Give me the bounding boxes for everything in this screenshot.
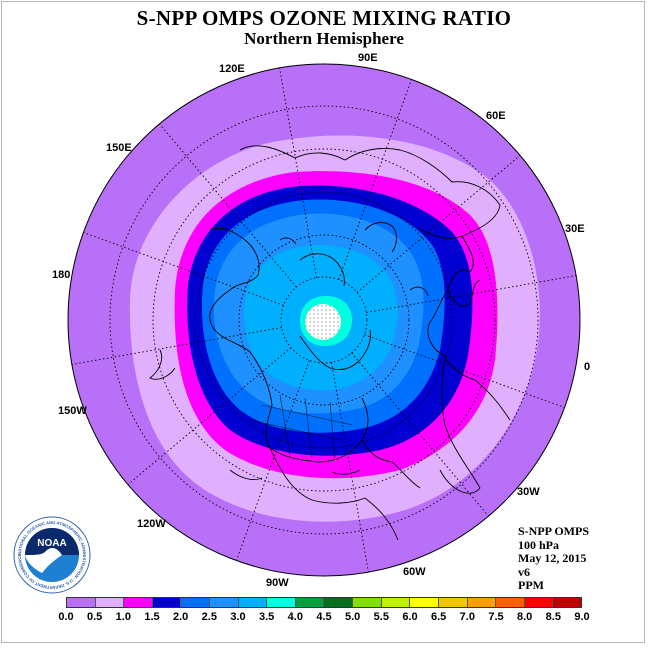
meridian-line [159, 123, 297, 288]
lon-30e: 30E [565, 223, 585, 235]
colorbar [66, 597, 582, 608]
info-pressure: 100 hPa [518, 537, 560, 552]
colorbar-swatch [267, 598, 296, 607]
colorbar-swatch [524, 598, 554, 607]
colorbar-swatch [67, 598, 96, 607]
info-date: May 12, 2015 [518, 551, 587, 565]
colorbar-tick-label: 3.5 [259, 611, 275, 623]
lon-90e: 90E [358, 52, 378, 64]
colorbar-swatch [295, 598, 325, 607]
meridian-line [351, 352, 489, 517]
info-version: v6 [518, 564, 530, 579]
colorbar-swatch [410, 598, 439, 607]
noaa-logo-icon: NOAA NATIONAL OCEANIC AND ATMOSPHERIC AD… [13, 516, 91, 594]
colorbar-swatch [181, 598, 211, 607]
map-title: S-NPP OMPS OZONE MIXING RATIO [136, 6, 512, 30]
meridian-line [279, 67, 317, 278]
colorbar-tick-label: 4.5 [316, 611, 332, 623]
colorbar-tick-label: 2.5 [201, 611, 217, 623]
meridian-line [366, 275, 577, 313]
meridian-line [71, 327, 282, 365]
lon-60e: 60E [486, 110, 506, 122]
colorbar-tick-label: 1.5 [144, 611, 160, 623]
colorbar-tick-label: 6.0 [402, 611, 418, 623]
colorbar-labels: 0.0 0.5 1.0 1.5 2.0 2.5 3.0 3.5 4.0 4.5 5.0 5.5 6.0 6… [58, 611, 589, 625]
lon-120e: 120E [219, 63, 245, 75]
colorbar-swatch [152, 598, 182, 607]
colorbar-tick-label: 1.0 [115, 611, 131, 623]
logo-text: NOAA [37, 538, 66, 549]
colorbar-swatch [124, 598, 153, 607]
colorbar-tick-label: 6.5 [431, 611, 447, 623]
colorbar-swatch [210, 598, 239, 607]
colorbar-tick-label: 2.0 [173, 611, 189, 623]
polar-no-data [305, 304, 341, 340]
country-borders [249, 394, 353, 461]
lon-60w: 60W [403, 566, 426, 578]
colorbar-tick-label: 0.0 [58, 611, 74, 623]
colorbar-tick-label: 4.0 [287, 611, 303, 623]
info-unit: PPM [518, 578, 544, 592]
colorbar-swatch [353, 598, 382, 607]
graticule [109, 105, 539, 535]
lon-90w: 90W [266, 577, 289, 589]
colorbar-tick-label: 3.0 [230, 611, 246, 623]
colorbar-tick-label: 7.0 [459, 611, 475, 623]
meridian-line [356, 155, 521, 293]
colorbar-swatch [438, 598, 468, 607]
colorbar-tick-label: 5.5 [373, 611, 389, 623]
colorbar-tick-label: 7.5 [488, 611, 504, 623]
lon-30w: 30W [517, 486, 540, 498]
lon-150e: 150E [106, 142, 132, 154]
colorbar-tick-label: 9.0 [574, 611, 590, 623]
lon-0: 0 [584, 361, 591, 373]
lon-120w: 120W [137, 518, 166, 530]
lon-180: 180 [52, 269, 71, 281]
map-subtitle: Northern Hemisphere [244, 29, 404, 48]
info-block: S-NPP OMPS 100 hPa May 12, 2015 v6 PPM [518, 524, 589, 593]
colorbar-swatch [238, 598, 268, 607]
meridians [71, 67, 577, 573]
colorbar-swatch [467, 598, 497, 607]
map-outline [67, 63, 581, 577]
colorbar-swatch [496, 598, 525, 607]
meridian-line [331, 362, 369, 573]
colorbar-tick-label: 5.0 [345, 611, 361, 623]
coastlines [149, 145, 511, 541]
colorbar-swatch [95, 598, 125, 607]
colorbar-swatch [324, 598, 354, 607]
colorbar-swatch [381, 598, 411, 607]
colorbar-tick-label: 0.5 [87, 611, 103, 623]
colorbar-swatch [553, 598, 581, 607]
colorbar-tick-label: 8.5 [545, 611, 561, 623]
colorbar-tick-label: 8.0 [517, 611, 533, 623]
meridian-line [127, 347, 292, 485]
info-instrument: S-NPP OMPS [518, 524, 589, 538]
lon-150w: 150W [58, 405, 87, 417]
